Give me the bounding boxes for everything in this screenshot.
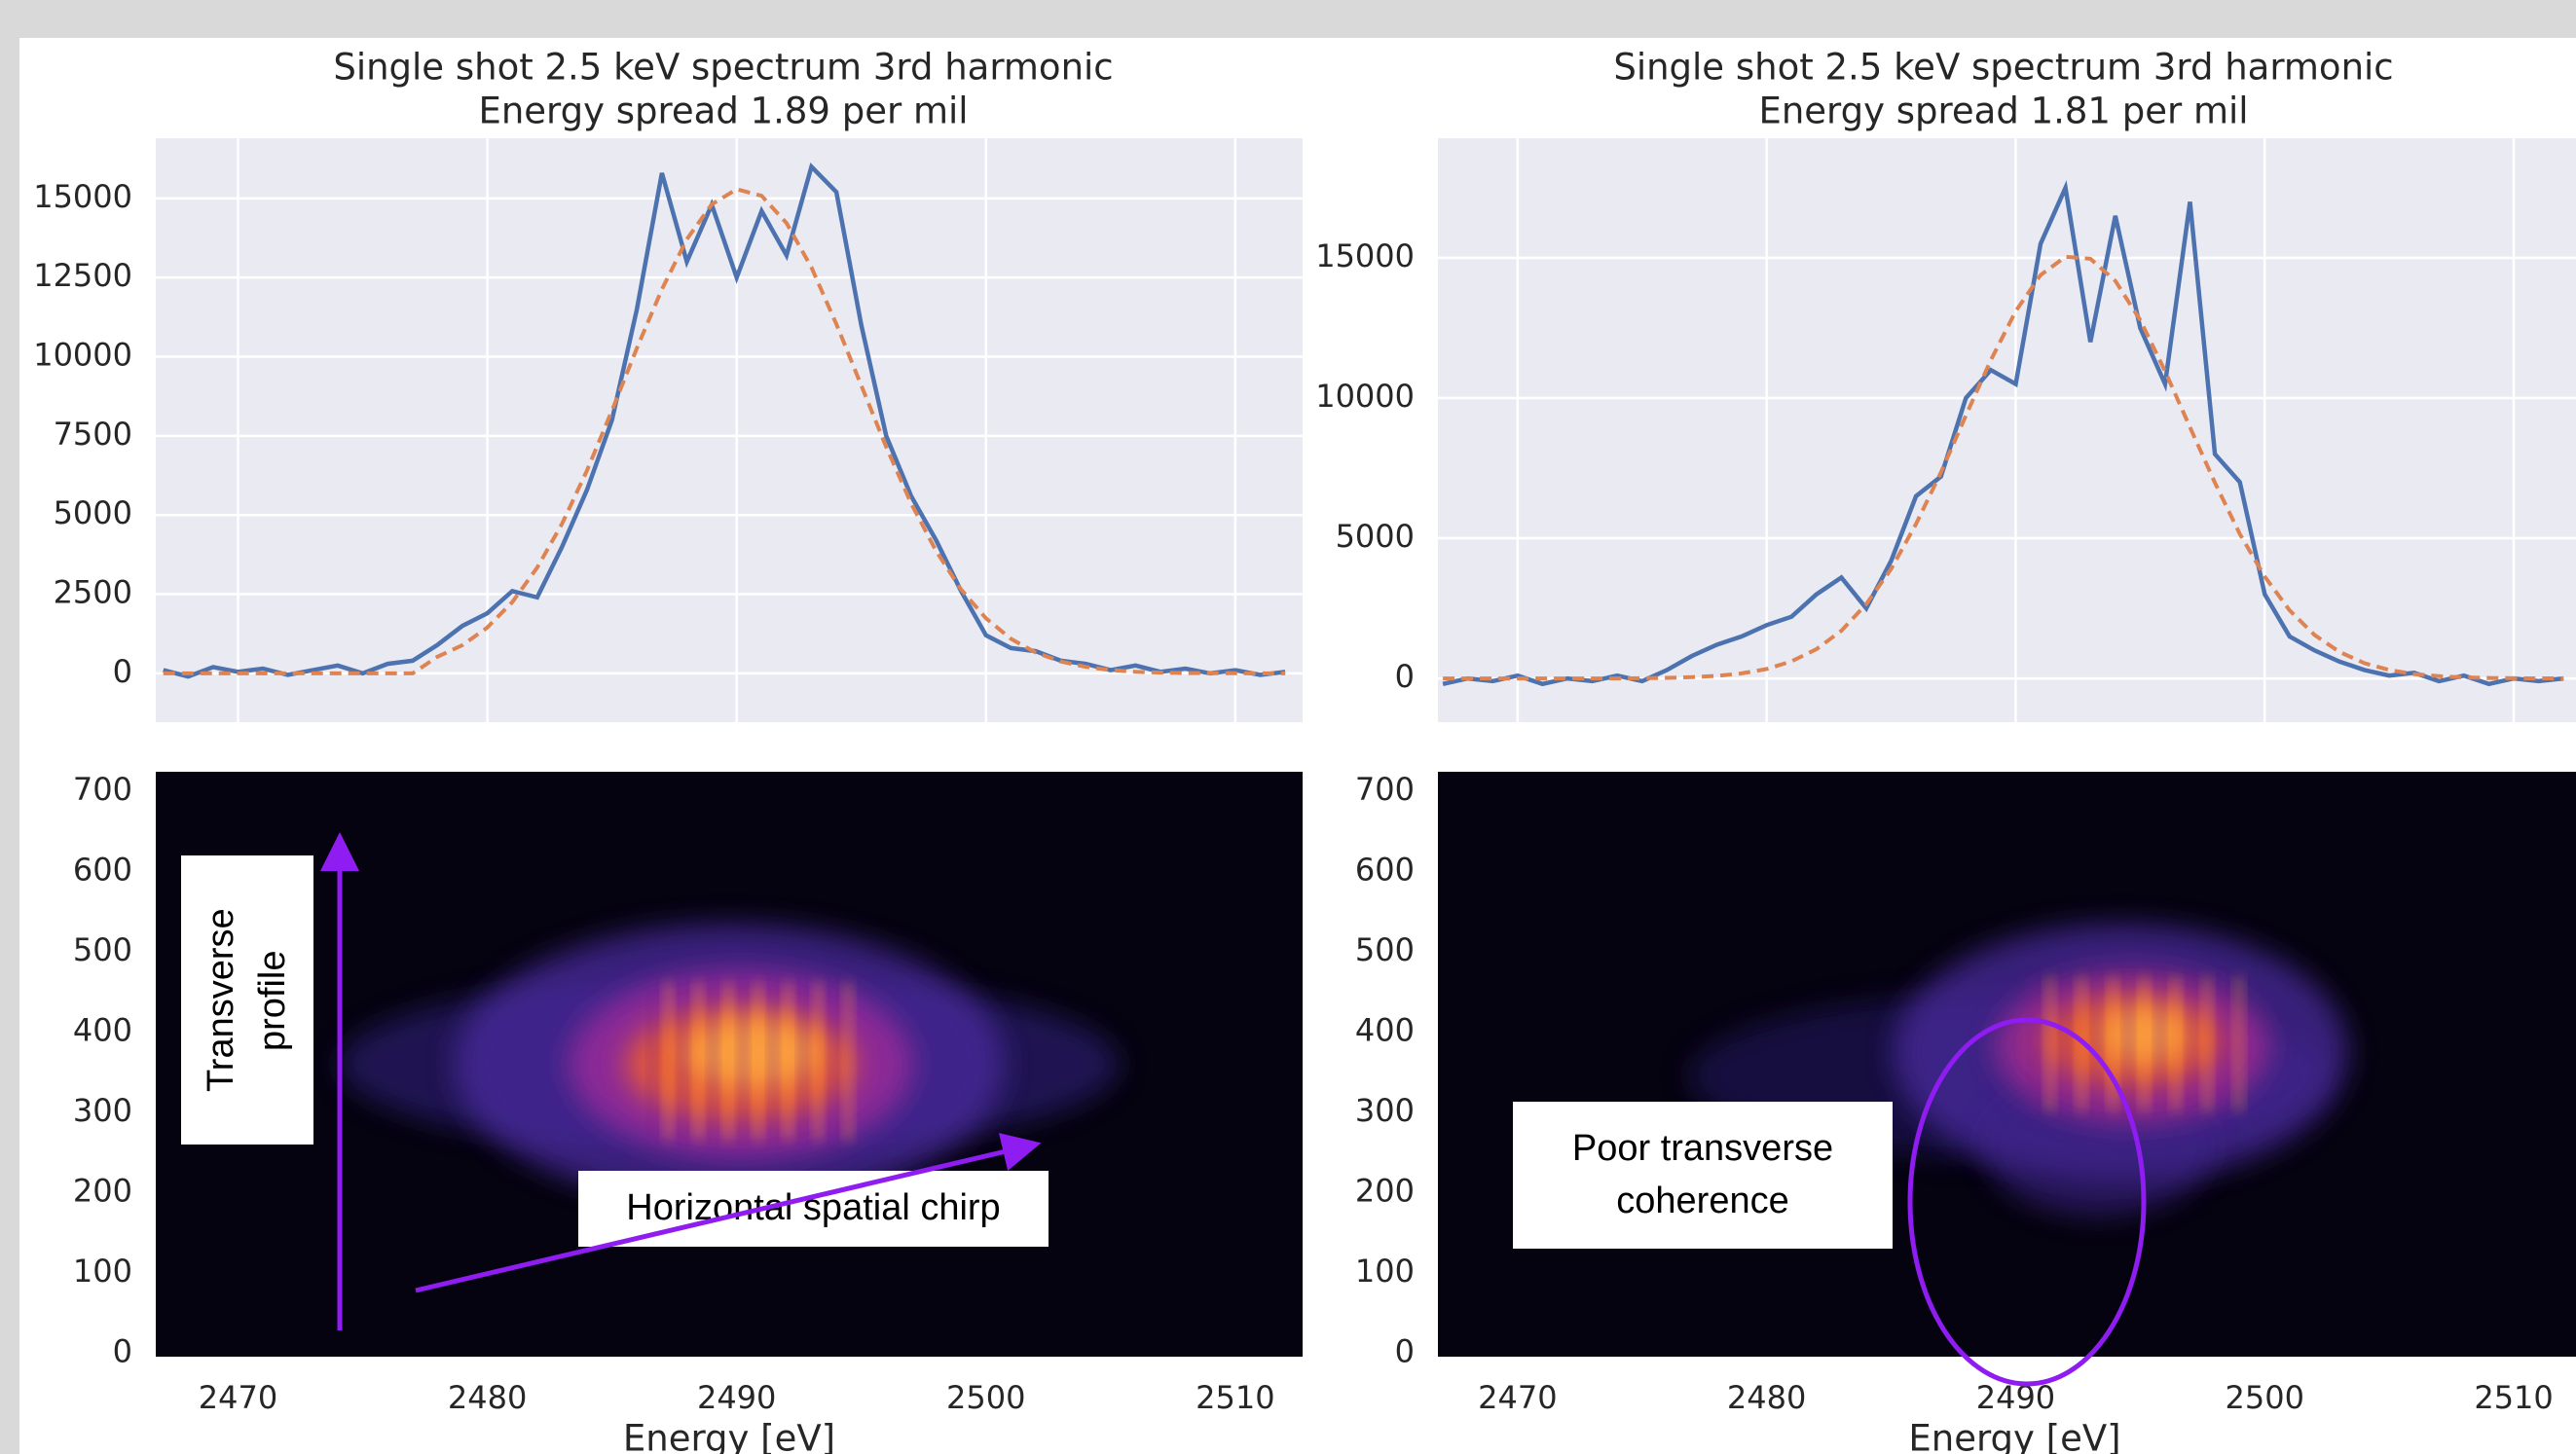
chart-subtitle: Energy spread 1.89 per mil <box>478 91 968 132</box>
y-tick-label: 15000 <box>33 178 132 215</box>
streak <box>2155 976 2165 1111</box>
y-tick-label: 0 <box>113 1333 132 1370</box>
annotation: Poor transverse coherence <box>1571 1128 1834 1221</box>
plot-area <box>156 138 1303 722</box>
y-tick-label: 500 <box>1355 931 1415 968</box>
image <box>339 924 1120 1205</box>
streak <box>648 982 658 1141</box>
streak <box>768 982 778 1141</box>
y-tick-label: 700 <box>1355 771 1415 808</box>
x-tick-label: 2500 <box>2226 1379 2304 1416</box>
annotation-box: Horizontal spatial chirp <box>578 1171 1049 1247</box>
x-tick-label: 2480 <box>1727 1379 1806 1416</box>
x-tick-label: 2510 <box>1196 1379 1274 1416</box>
streak <box>828 982 838 1141</box>
y-tick-label: 200 <box>1355 1173 1415 1210</box>
chart-subtitle: Energy spread 1.81 per mil <box>1758 91 2248 132</box>
fit-line <box>163 187 1286 675</box>
streak <box>679 982 688 1141</box>
streak <box>2171 976 2181 1111</box>
streak <box>798 982 808 1141</box>
x-tick-label: 2470 <box>199 1379 277 1416</box>
y-tick-label: 15000 <box>1315 237 1415 274</box>
streak <box>2045 976 2055 1111</box>
y-tick-label: 300 <box>1355 1092 1415 1129</box>
streak <box>2029 976 2039 1111</box>
y-tick-label: 0 <box>1395 658 1415 695</box>
streak <box>663 982 673 1141</box>
y-tick-label: 400 <box>1355 1011 1415 1048</box>
streak <box>693 982 703 1141</box>
y-tick-label: 500 <box>73 931 132 968</box>
x-axis-label: Energy [eV] <box>623 1418 835 1454</box>
annotation: Transverse profile <box>200 908 293 1092</box>
y-tick-label: 10000 <box>1315 378 1415 415</box>
streak <box>2234 976 2244 1111</box>
y-tick-label: 5000 <box>1336 518 1415 555</box>
x-tick-label: 2480 <box>448 1379 527 1416</box>
fit-line <box>1443 254 2564 681</box>
streak <box>754 982 763 1141</box>
streak <box>2219 976 2228 1111</box>
streak <box>2187 976 2196 1111</box>
y-tick-label: 12500 <box>33 257 132 294</box>
streak <box>2092 976 2102 1111</box>
y-tick-label: 0 <box>1395 1333 1415 1370</box>
y-tick-label: 600 <box>1355 851 1415 888</box>
x-tick-label: 2510 <box>2474 1379 2553 1416</box>
x-tick-label: 2490 <box>697 1379 776 1416</box>
y-tick-label: 10000 <box>33 337 132 374</box>
annotation: Horizontal spatial chirp <box>626 1187 1001 1229</box>
streak <box>738 982 748 1141</box>
streak <box>2140 976 2150 1111</box>
x-tick-label: 2500 <box>946 1379 1025 1416</box>
streak <box>784 982 793 1141</box>
x-tick-label: 2470 <box>1478 1379 1557 1416</box>
y-tick-label: 2500 <box>54 574 132 611</box>
streak <box>2108 976 2117 1111</box>
y-tick-label: 400 <box>73 1011 132 1048</box>
streak <box>723 982 733 1141</box>
x-tick-label: 2490 <box>1976 1379 2055 1416</box>
streak <box>843 982 853 1141</box>
y-tick-label: 200 <box>73 1173 132 1210</box>
y-tick-label: 5000 <box>54 494 132 531</box>
y-tick-label: 300 <box>73 1092 132 1129</box>
streak <box>2123 976 2133 1111</box>
streak <box>2202 976 2212 1111</box>
streak <box>709 982 718 1141</box>
y-tick-label: 7500 <box>54 416 132 453</box>
x-axis-label: Energy [eV] <box>1908 1418 2120 1454</box>
annotation-box: Poor transverse coherence <box>1513 1102 1893 1249</box>
y-tick-label: 0 <box>113 653 132 690</box>
streak <box>2077 976 2086 1111</box>
streak <box>2061 976 2071 1111</box>
y-tick-label: 600 <box>73 851 132 888</box>
plot-area <box>1438 138 2576 722</box>
y-tick-label: 100 <box>1355 1253 1415 1290</box>
chart-title: Single shot 2.5 keV spectrum 3rd harmoni… <box>333 47 1113 89</box>
chart-title: Single shot 2.5 keV spectrum 3rd harmoni… <box>1613 47 2393 89</box>
y-tick-label: 700 <box>73 771 132 808</box>
y-tick-label: 100 <box>73 1253 132 1290</box>
annotation-box: Transverse profile <box>181 855 313 1145</box>
streak <box>813 982 823 1141</box>
